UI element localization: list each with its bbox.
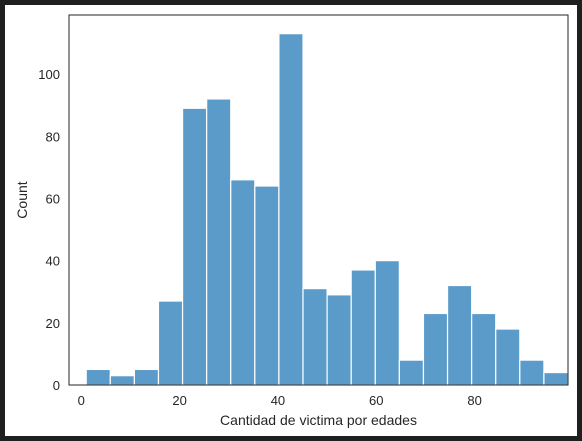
histogram-bar [109, 375, 135, 386]
histogram-bar [302, 288, 328, 386]
histogram-bar [398, 359, 425, 386]
histogram-bar [326, 294, 352, 386]
histogram-bar [446, 284, 473, 386]
x-tick-label: 60 [369, 393, 383, 408]
y-axis-label: Count [14, 181, 30, 218]
histogram-bar [495, 328, 521, 386]
x-tick-labels: 0 20 40 60 80 [78, 393, 482, 408]
y-tick-label: 80 [46, 129, 60, 144]
y-tick-labels: 0 20 40 60 80 100 [38, 67, 60, 393]
histogram-bar [230, 179, 256, 386]
x-tick-label: 0 [78, 393, 85, 408]
histogram-bar [350, 269, 376, 386]
x-axis-label: Cantidad de victima por edades [220, 412, 417, 428]
bars-group [85, 33, 569, 386]
y-tick-label: 40 [46, 254, 60, 269]
histogram-bar [85, 368, 111, 386]
histogram-bar [157, 300, 184, 386]
histogram-bar [543, 371, 569, 386]
histogram-bar [471, 312, 497, 386]
y-tick-label: 60 [46, 191, 60, 206]
histogram-bar [422, 312, 449, 386]
y-tick-label: 0 [53, 378, 60, 393]
x-tick-label: 20 [172, 393, 186, 408]
histogram-bar [254, 185, 280, 386]
x-tick-label: 80 [467, 393, 481, 408]
y-tick-label: 20 [46, 316, 60, 331]
histogram-bar [278, 33, 304, 386]
histogram-bar [519, 359, 545, 386]
histogram-chart: 0 20 40 60 80 0 20 40 60 80 100 Cantidad de victi… [14, 14, 569, 428]
histogram-bar [374, 260, 400, 386]
histogram-bar [206, 98, 232, 386]
histogram-bar [133, 368, 160, 386]
chart-figure: 0 20 40 60 80 0 20 40 60 80 100 Cantidad de victi… [5, 5, 577, 436]
histogram-bar [181, 107, 208, 386]
plot-frame [68, 14, 569, 386]
x-tick-label: 40 [271, 393, 285, 408]
y-tick-label: 100 [38, 67, 60, 82]
